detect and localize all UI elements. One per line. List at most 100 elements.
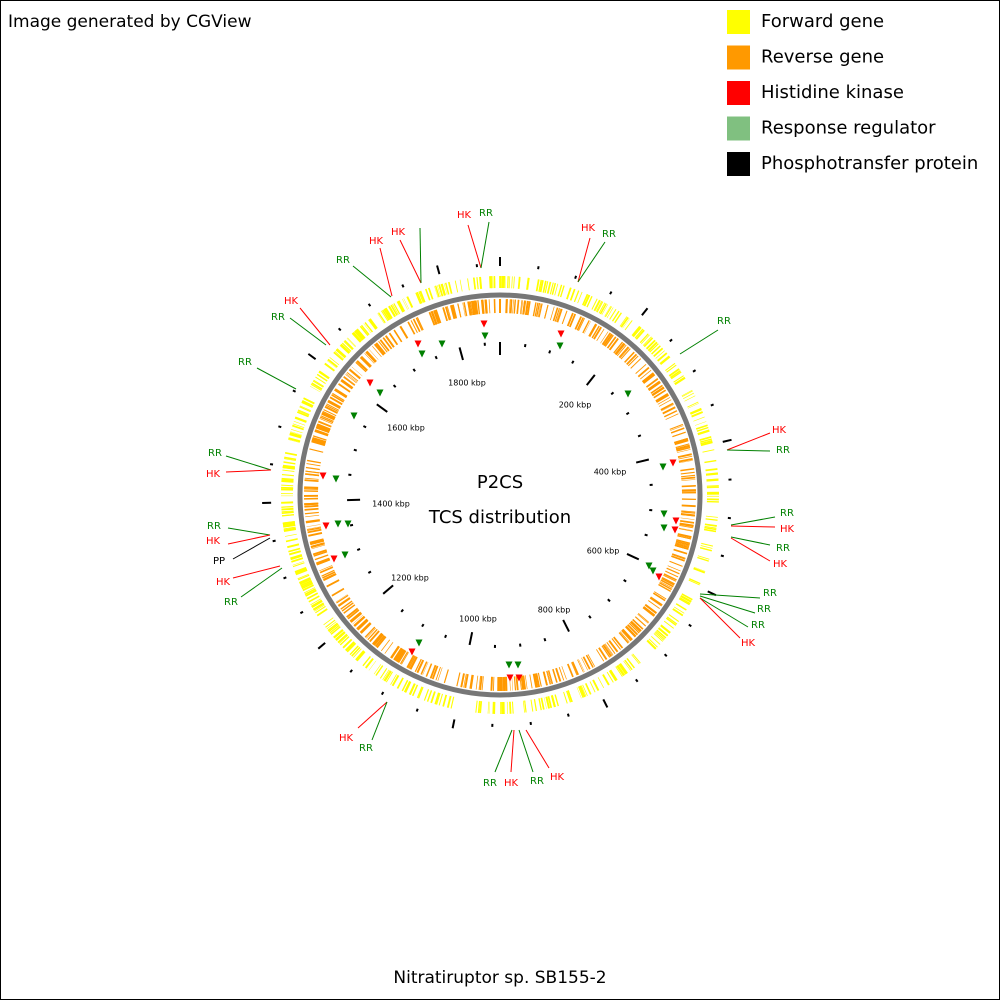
gene: [645, 339, 656, 350]
gene: [637, 613, 650, 623]
callout-label: HK: [339, 733, 354, 744]
gene: [530, 699, 534, 712]
gene: [288, 437, 301, 443]
gene: [489, 276, 492, 289]
gene: [559, 285, 565, 298]
gene: [473, 277, 477, 290]
gene: [700, 438, 712, 443]
gene: [304, 502, 319, 504]
ruler-label: 600 kbp: [587, 547, 620, 556]
gene: [680, 513, 695, 517]
gene: [663, 573, 677, 581]
gene: [359, 325, 369, 337]
gene: [459, 279, 463, 292]
gene: [675, 540, 690, 546]
gene: [339, 636, 350, 646]
tcs-marker: [514, 661, 522, 669]
outer-tick: [367, 303, 372, 307]
callout-label: RR: [776, 445, 790, 456]
gene: [349, 611, 362, 622]
gene: [402, 298, 408, 310]
inner-tick: [392, 384, 397, 388]
gene: [315, 376, 326, 384]
gene: [310, 598, 322, 606]
gene: [341, 602, 354, 612]
gene: [611, 310, 620, 322]
gene: [666, 567, 680, 575]
outer-tick: [602, 698, 609, 708]
gene: [446, 695, 451, 708]
gene: [300, 579, 312, 587]
inner-tick: [637, 434, 642, 438]
outer-tick: [272, 539, 276, 543]
inner-tick: [644, 533, 648, 537]
tcs-marker: [506, 674, 514, 682]
gene: [394, 648, 404, 661]
gene: [651, 386, 665, 396]
inner-tick: [376, 403, 388, 413]
callout-line: [699, 595, 756, 614]
gene: [513, 676, 517, 691]
gene: [633, 327, 642, 338]
gene: [393, 303, 401, 315]
gene: [535, 673, 541, 688]
gene: [327, 400, 341, 409]
tcs-marker: [624, 390, 632, 398]
gene: [430, 311, 437, 325]
gene: [680, 471, 695, 475]
gene: [543, 671, 548, 686]
gene: [542, 280, 546, 293]
gene: [586, 295, 593, 308]
gene: [659, 355, 670, 365]
gene: [426, 690, 433, 702]
gene: [532, 302, 537, 317]
gene: [643, 337, 653, 347]
inner-tick: [356, 548, 361, 551]
gene: [669, 560, 683, 567]
gene: [650, 384, 663, 394]
gene: [598, 302, 606, 314]
callout-line: [699, 597, 741, 639]
gene: [305, 473, 320, 477]
gene: [352, 614, 364, 625]
inner-tick: [610, 391, 615, 396]
gene: [315, 605, 326, 614]
gene: [364, 322, 373, 333]
gene: [311, 382, 323, 390]
outer-tick: [436, 265, 441, 275]
gene: [690, 408, 702, 415]
gene: [626, 353, 638, 366]
gene: [352, 331, 362, 342]
legend-label: Phosphotransfer protein: [761, 153, 978, 174]
outer-tick: [574, 275, 578, 279]
callout-label: RR: [602, 229, 616, 240]
gene: [544, 281, 549, 294]
gene: [412, 319, 420, 332]
gene: [677, 535, 692, 540]
gene: [353, 616, 366, 627]
gene: [704, 523, 717, 526]
outer-tick: [292, 389, 297, 393]
callout-line: [726, 432, 771, 451]
gene: [675, 444, 690, 451]
gene: [542, 280, 547, 293]
gene: [292, 562, 305, 568]
gene: [606, 672, 614, 683]
gene: [339, 345, 349, 354]
gene: [645, 378, 659, 388]
gene: [329, 624, 340, 634]
tcs-marker: [556, 342, 564, 350]
gene: [355, 650, 365, 661]
gene: [369, 630, 380, 643]
gene: [693, 567, 706, 574]
gene: [304, 486, 319, 489]
gene: [306, 524, 321, 527]
gene: [487, 701, 489, 714]
callout-line: [730, 536, 771, 546]
tcs-marker: [515, 674, 523, 682]
gene: [356, 651, 366, 662]
callout-line: [232, 565, 281, 579]
gene: [403, 298, 410, 310]
gene: [476, 277, 479, 290]
